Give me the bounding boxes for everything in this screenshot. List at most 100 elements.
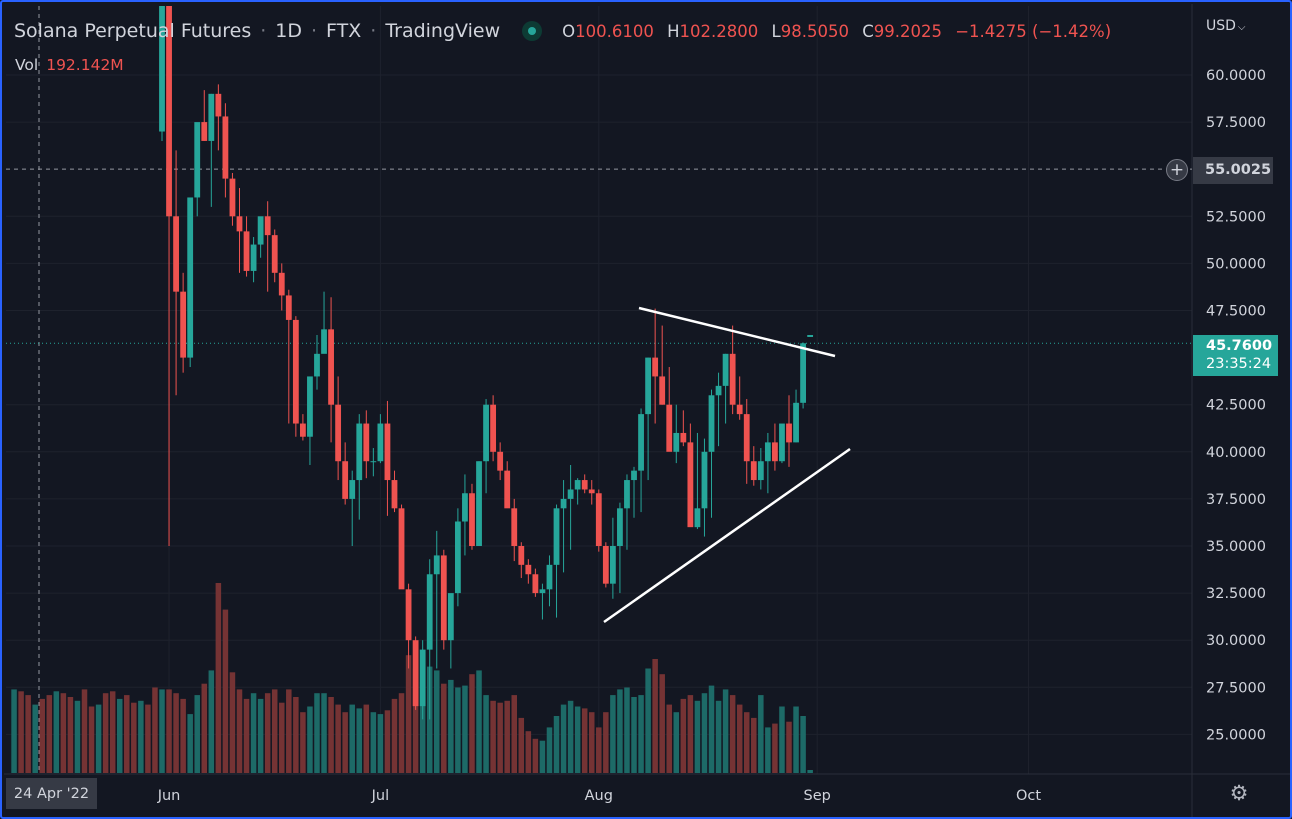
candle-body <box>292 319 299 424</box>
volume-value: 192.142M <box>46 56 124 74</box>
symbol-name[interactable]: Solana Perpetual Futures <box>14 20 252 42</box>
candle-body <box>454 521 461 594</box>
candle-body <box>539 589 546 594</box>
volume-bar <box>765 727 771 773</box>
candle-body <box>398 508 405 590</box>
volume-bar <box>229 672 236 773</box>
volume-bar <box>74 700 81 773</box>
volume-bar <box>194 695 200 773</box>
volume-bar <box>793 706 799 773</box>
volume-bar <box>271 689 278 773</box>
candle-body <box>652 357 659 377</box>
volume-bar <box>257 698 264 773</box>
volume-bar <box>412 668 419 773</box>
candle-body <box>278 272 285 296</box>
candle-body <box>673 432 680 452</box>
candle-body <box>595 493 602 546</box>
volume-bar <box>687 695 694 773</box>
volume-bar <box>166 689 172 773</box>
volume-bar <box>236 689 243 773</box>
high-value: 102.2800 <box>679 21 759 41</box>
currency-dropdown[interactable]: USD ⌵ <box>1206 18 1246 34</box>
candle-body <box>560 498 567 509</box>
candle-body <box>271 235 278 273</box>
volume-bar <box>610 695 616 773</box>
volume-bar <box>504 700 510 773</box>
candle-body <box>236 216 243 232</box>
volume-bar <box>603 712 609 773</box>
candle-body <box>715 385 722 396</box>
candle-body <box>229 178 236 217</box>
y-tick-label: 60.0000 <box>1206 68 1266 84</box>
volume-bar <box>286 689 292 773</box>
market-status-dot-icon[interactable] <box>522 21 543 41</box>
volume-bar <box>81 689 88 773</box>
candle-body <box>433 555 440 575</box>
volume-bar <box>624 687 630 773</box>
x-tick-label: Jul <box>371 788 390 804</box>
volume-bar <box>680 698 687 773</box>
volume-bar <box>95 704 102 773</box>
y-tick-label: 25.0000 <box>1206 727 1266 743</box>
y-tick-label: 42.5000 <box>1206 398 1266 414</box>
candle-body <box>166 6 172 217</box>
bar-countdown: 23:35:24 <box>1206 356 1272 372</box>
candle-body <box>764 442 771 462</box>
candle-body <box>264 216 271 236</box>
volume-legend[interactable]: Vol 192.142M <box>15 56 124 74</box>
volume-bar <box>617 689 623 773</box>
volume-bar <box>102 693 109 773</box>
candle-body <box>687 442 694 528</box>
volume-bar <box>39 698 45 773</box>
candle-body <box>440 555 447 641</box>
candle-body <box>391 480 398 509</box>
volume-bar <box>215 583 222 773</box>
y-tick-label: 27.5000 <box>1206 680 1266 696</box>
candle-body <box>722 353 729 386</box>
volume-bar <box>25 695 31 773</box>
candle-body <box>307 376 313 437</box>
crosshair-date-text: 24 Apr '22 <box>13 785 90 802</box>
candle-body <box>638 414 644 471</box>
candle-body <box>476 461 482 546</box>
y-tick-label: 32.5000 <box>1206 586 1266 602</box>
gear-icon[interactable]: ⚙ <box>1229 781 1249 805</box>
volume-bar <box>448 679 454 773</box>
interval-label[interactable]: 1D <box>275 20 302 42</box>
candle-body <box>222 116 229 179</box>
volume-bar <box>426 666 433 773</box>
volume-bar <box>511 695 517 773</box>
volume-bar <box>758 695 764 773</box>
candle-body <box>370 461 377 463</box>
candle-body <box>518 546 525 565</box>
volume-bar <box>116 698 123 773</box>
volume-bar <box>363 704 370 773</box>
x-tick-label: Aug <box>585 788 613 804</box>
candle-body <box>426 574 433 650</box>
candle-body <box>208 93 215 141</box>
plus-circle-icon[interactable]: + <box>1166 159 1188 181</box>
candle-body <box>469 493 475 546</box>
volume-bar <box>553 716 560 773</box>
x-tick-label: Sep <box>804 788 831 804</box>
candle-body <box>462 493 468 522</box>
candle-body <box>300 423 306 437</box>
ohlc-values: O100.6100 H102.2800 L98.5050 C99.2025 −1… <box>562 22 1119 41</box>
volume-bar <box>434 670 440 773</box>
candle-body <box>701 451 708 509</box>
volume-bar <box>109 691 116 773</box>
candle-body <box>483 404 489 462</box>
chevron-down-icon: ⌵ <box>1237 22 1246 33</box>
volume-label: Vol <box>15 56 39 74</box>
candle-body <box>377 423 384 462</box>
close-value: 99.2025 <box>873 21 942 41</box>
candle-body <box>772 442 778 462</box>
crosshair-date-label: 24 Apr '22 <box>6 778 97 809</box>
y-tick-label: 50.0000 <box>1206 256 1266 272</box>
candle-body <box>736 404 743 415</box>
exchange-label: FTX <box>326 20 362 42</box>
candle-body <box>328 329 334 405</box>
volume-bar <box>293 697 299 773</box>
